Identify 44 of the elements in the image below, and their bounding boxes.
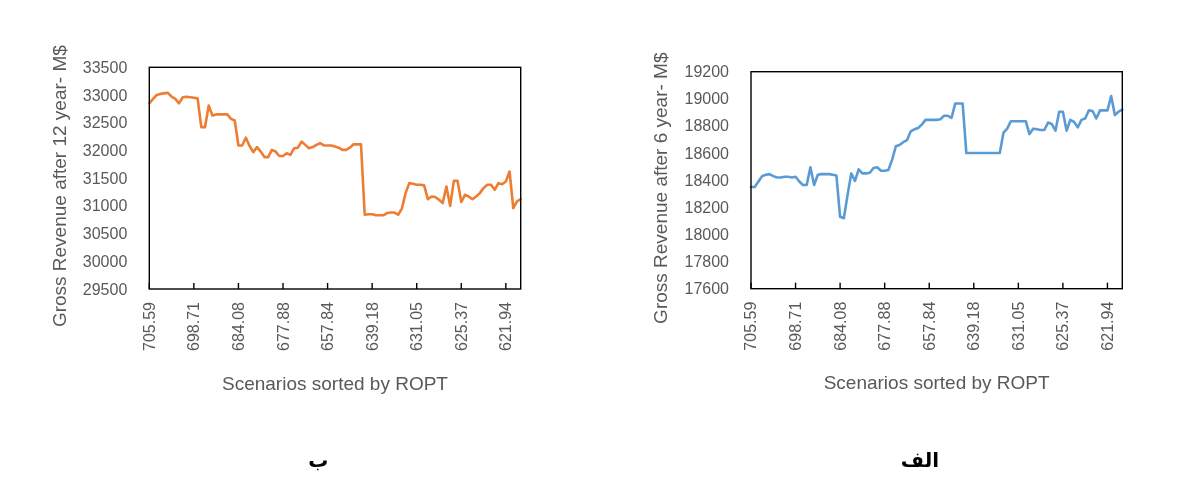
y-tick-label: 19200 [684,63,730,81]
x-tick-label: 625.37 [452,301,470,351]
y-axis-title: Gross Revenue after 12 year- M$ [48,44,70,328]
x-tick-label: 639.18 [965,301,983,351]
y-tick-label: 30000 [82,252,128,270]
y-tick-label: 18000 [684,225,730,243]
text: ب [308,448,329,472]
x-tick-label: 684.08 [831,301,849,351]
y-tick-label: 17600 [684,280,730,298]
y-tick-label: 29500 [82,280,128,298]
y-tick-label: 32000 [82,141,128,159]
y-tick-label: 31000 [82,197,128,215]
x-tick-label: 657.84 [920,301,938,351]
y-tick-label: 30500 [82,225,128,243]
y-axis-title: Gross Revenue after 6 year- M$ [650,52,672,324]
text: الف [900,448,940,472]
x-tick-label: 677.88 [274,301,292,351]
x-tick-label: 625.37 [1054,301,1072,351]
x-tick-label: 639.18 [363,301,381,351]
x-axis-title: Scenarios sorted by ROPT [222,372,449,394]
y-tick-label: 31500 [82,169,128,187]
x-tick-label: 705.59 [140,301,158,351]
x-tick-label: 698.71 [787,301,805,351]
line-series [148,91,522,217]
x-tick-label: 705.59 [742,301,760,351]
x-tick-label: 631.05 [408,301,426,351]
y-tick-label: 32500 [82,114,128,132]
x-tick-label: 657.84 [319,301,337,351]
y-tick-label: 18400 [684,171,730,189]
x-tick-label: 631.05 [1009,301,1027,351]
y-tick-label: 18600 [684,144,730,162]
x-axis-title: Scenarios sorted by ROPT [823,372,1051,394]
y-tick-label: 33500 [82,58,128,76]
y-tick-label: 19000 [684,90,730,108]
x-tick-label: 621.94 [1098,301,1116,351]
x-tick-label: 698.71 [185,301,203,351]
y-tick-label: 17800 [684,253,730,271]
y-tick-label: 33000 [82,86,128,104]
line-series [749,94,1124,220]
x-tick-label: 677.88 [876,301,894,351]
y-tick-label: 18200 [684,198,730,216]
y-tick-label: 18800 [684,117,730,135]
x-tick-label: 684.08 [229,301,247,351]
x-tick-label: 621.94 [497,301,515,351]
